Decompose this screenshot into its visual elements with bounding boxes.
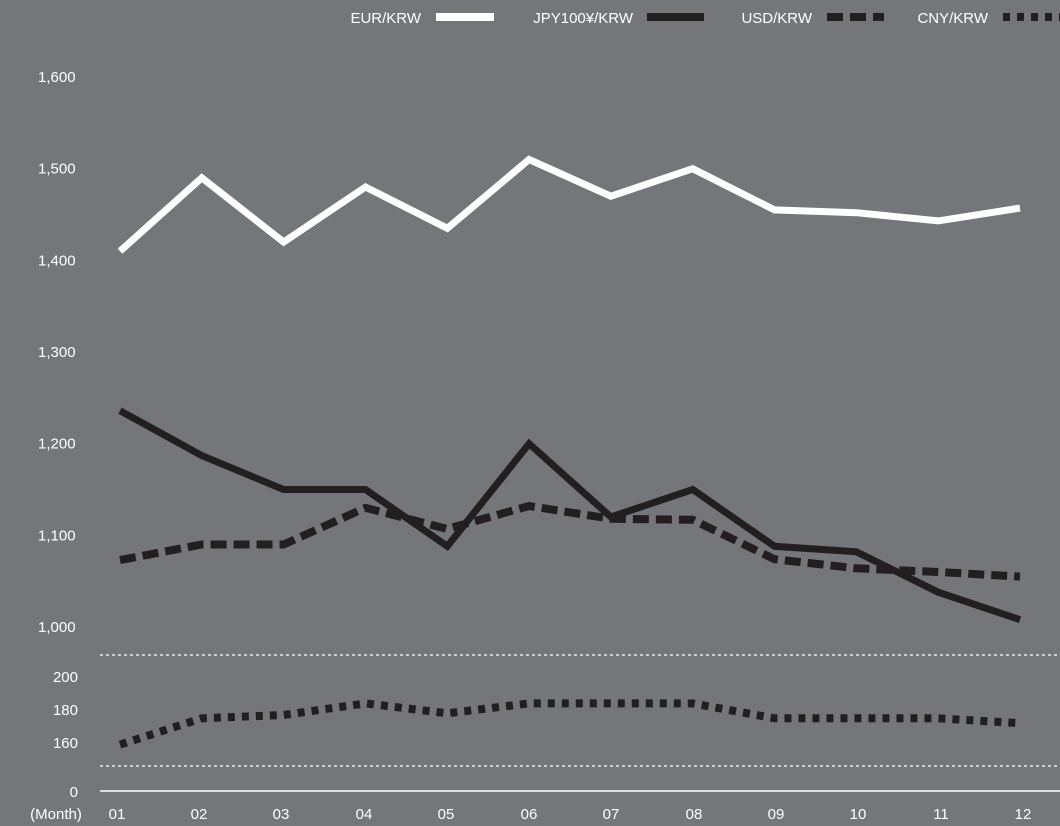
series-lines (117, 155, 1022, 749)
y-tick-label: 1,600 (38, 69, 76, 86)
x-tick-label: 06 (521, 806, 538, 823)
x-axis-ticks: 01 02 03 04 05 06 07 08 09 10 11 12 (109, 806, 1032, 823)
x-tick-label: 05 (438, 806, 455, 823)
series-line-eur-krw (117, 155, 1021, 254)
y-tick-label: 160 (53, 735, 78, 752)
x-tick-label: 10 (850, 806, 867, 823)
y-tick-label: 1,100 (38, 527, 76, 544)
legend-label: EUR/KRW (350, 10, 421, 27)
legend-label: CNY/KRW (917, 10, 988, 27)
x-tick-label: 12 (1015, 806, 1032, 823)
series-line-usd-krw (119, 501, 1021, 581)
x-axis-label: (Month) (30, 806, 82, 823)
y-tick-label: 200 (53, 669, 78, 686)
y-tick-label: 1,200 (38, 436, 76, 453)
y-tick-label: 1,500 (38, 161, 76, 178)
series-line-jpy100-krw (118, 407, 1022, 624)
legend: EUR/KRW JPY100¥/KRW USD/KRW CNY/KRW (350, 10, 1060, 27)
series-line-cny-krw (118, 699, 1021, 749)
y-tick-zero: 0 (70, 784, 78, 801)
legend-label: JPY100¥/KRW (533, 10, 634, 27)
legend-label: USD/KRW (741, 10, 812, 27)
x-tick-label: 08 (686, 806, 703, 823)
y-tick-label: 1,400 (38, 252, 76, 269)
x-tick-label: 03 (273, 806, 290, 823)
axis-break-lines (100, 654, 1060, 767)
y-tick-label: 180 (53, 702, 78, 719)
x-tick-label: 07 (603, 806, 620, 823)
x-tick-label: 01 (109, 806, 126, 823)
x-tick-label: 02 (191, 806, 208, 823)
x-tick-label: 09 (768, 806, 785, 823)
x-tick-label: 04 (356, 806, 373, 823)
y-axis-ticks: 1,000 1,100 1,200 1,300 1,400 1,500 1,600 160 18… (38, 69, 78, 801)
y-tick-label: 1,000 (38, 619, 76, 636)
x-tick-label: 11 (933, 806, 949, 823)
y-tick-label: 1,300 (38, 344, 76, 361)
